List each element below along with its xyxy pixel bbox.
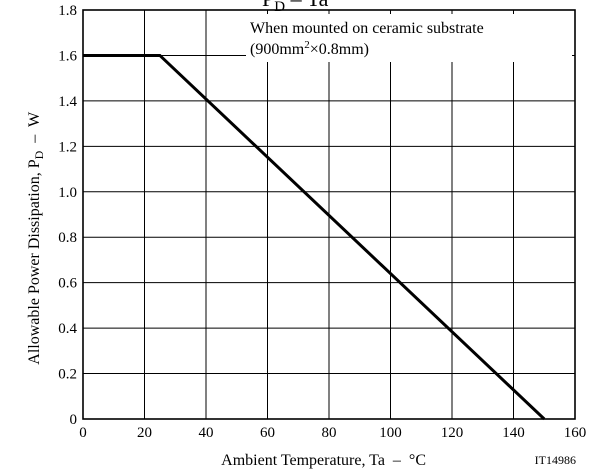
- x-tick-label: 20: [137, 425, 152, 441]
- y-tick-label: 1.8: [58, 3, 77, 19]
- series: [83, 53, 546, 421]
- y-tick-label: 1.4: [58, 94, 77, 110]
- x-tick-labels: 0 20 40 60 80 100 120 140 160: [79, 425, 586, 441]
- annotation-line-2-sup: 2: [304, 39, 310, 51]
- y-tick-label: 1.6: [58, 48, 77, 64]
- y-tick-label: 0.8: [58, 230, 77, 246]
- y-tick-label: 1.2: [58, 139, 77, 155]
- x-tick-label: 0: [79, 425, 87, 441]
- x-tick-label: 40: [199, 425, 214, 441]
- grid: [83, 10, 575, 419]
- y-axis-label: Allowable Power Dissipation, PD – W: [26, 100, 46, 384]
- y-tick-labels: 0 0.2 0.4 0.6 0.8 1.0 1.2 1.4 1.6 1.8: [58, 3, 77, 428]
- plot-frame: [82, 9, 576, 420]
- y-tick-label: 0.2: [58, 367, 77, 383]
- y-axis-label-unit: – W: [26, 111, 43, 151]
- chart-title: PD – Ta: [262, 0, 329, 15]
- annotation-line-1: When mounted on ceramic substrate: [250, 20, 484, 37]
- y-axis-label-main: Allowable Power Dissipation, P: [26, 159, 43, 364]
- y-tick-label: 1.0: [58, 185, 77, 201]
- x-tick-label: 100: [379, 425, 402, 441]
- x-tick-label: 80: [322, 425, 337, 441]
- x-tick-label: 60: [260, 425, 275, 441]
- x-tick-label: 140: [502, 425, 525, 441]
- annotation-line-2-b: ×0.8mm): [310, 41, 369, 58]
- x-axis-label: Ambient Temperature, Ta – °C: [221, 452, 426, 469]
- chart-title-subscript: D: [274, 0, 285, 15]
- annotation-line-2-a: (900mm: [250, 41, 305, 58]
- y-tick-label: 0.6: [58, 276, 77, 292]
- x-tick-label: 120: [441, 425, 464, 441]
- y-tick-label: 0: [70, 412, 78, 428]
- figure-code: IT14986: [535, 453, 576, 467]
- chart-title-main: P: [262, 0, 274, 11]
- derating-curve: [83, 53, 546, 421]
- axes: [82, 9, 576, 420]
- y-axis-label-subscript: D: [32, 150, 46, 159]
- annotation-box: [246, 14, 572, 62]
- x-tick-label: 160: [564, 425, 587, 441]
- y-tick-label: 0.4: [58, 321, 77, 337]
- chart-title-rest: – Ta: [285, 0, 329, 11]
- annotation-line-2: (900mm2×0.8mm): [250, 39, 369, 58]
